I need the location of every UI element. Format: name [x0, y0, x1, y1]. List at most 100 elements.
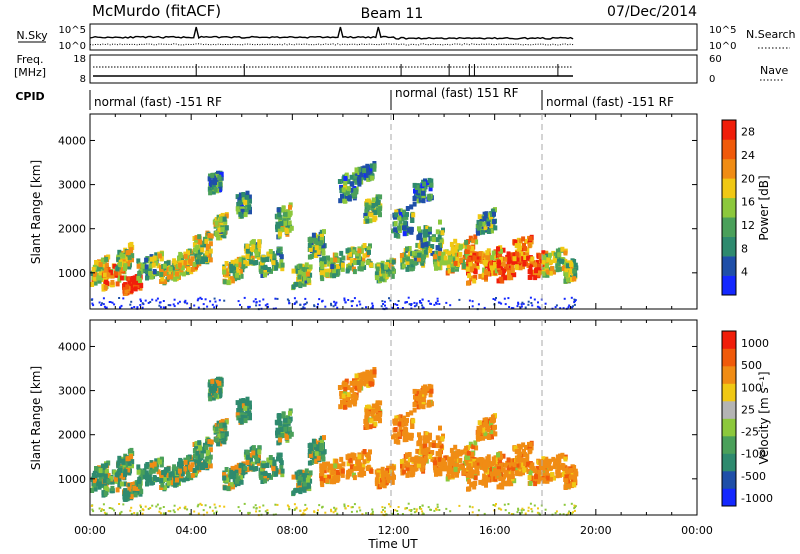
range-cell: [496, 452, 500, 458]
range-cell: [321, 454, 326, 460]
range-cell: [203, 459, 207, 465]
range-cell: [362, 243, 367, 248]
range-cell: [494, 504, 497, 507]
range-cell: [422, 392, 427, 398]
range-cell: [536, 473, 541, 479]
range-cell: [359, 472, 364, 478]
range-cell: [431, 236, 436, 242]
range-cell: [175, 271, 179, 277]
range-cell: [478, 221, 483, 227]
range-cell: [477, 303, 480, 306]
range-cell: [332, 264, 337, 270]
range-cell: [567, 306, 570, 309]
range-cell: [138, 285, 143, 291]
range-cell: [458, 457, 463, 463]
range-cell: [364, 202, 369, 208]
range-cell: [527, 269, 532, 275]
range-cell: [123, 263, 128, 269]
range-cell: [242, 403, 246, 409]
range-cell: [397, 421, 402, 427]
range-cell: [177, 302, 180, 305]
range-cell: [141, 512, 144, 515]
range-cell: [101, 284, 106, 290]
range-cell: [504, 303, 507, 306]
range-cell: [520, 246, 525, 252]
range-cell: [259, 474, 264, 480]
range-cell: [498, 270, 503, 276]
range-cell: [528, 274, 533, 280]
range-cell: [430, 302, 432, 305]
range-cell: [302, 512, 305, 515]
range-cell: [218, 393, 223, 399]
range-cell: [104, 256, 109, 262]
range-cell: [266, 457, 271, 463]
range-cell: [224, 431, 229, 437]
range-cell: [235, 478, 240, 484]
range-cell: [130, 459, 135, 465]
range-cell: [204, 504, 207, 507]
range-cell: [322, 462, 326, 468]
range-cell: [473, 274, 478, 280]
range-cell: [203, 242, 208, 248]
range-cell: [485, 218, 489, 224]
range-cell: [145, 481, 149, 487]
range-cell: [510, 469, 515, 475]
range-cell: [289, 431, 294, 437]
range-cell: [148, 477, 153, 482]
range-cell: [307, 277, 311, 283]
range-cell: [465, 266, 470, 272]
range-cell: [472, 484, 477, 490]
range-cell: [437, 265, 442, 271]
range-cell: [245, 460, 250, 465]
range-cell: [277, 212, 282, 218]
range-cell: [448, 462, 452, 468]
range-cell: [263, 264, 268, 270]
range-cell: [214, 177, 219, 183]
range-cell: [455, 462, 460, 468]
range-cell: [214, 379, 219, 385]
range-cell: [169, 304, 172, 307]
range-cell: [220, 433, 225, 439]
range-cell: [275, 433, 280, 439]
range-cell: [255, 510, 258, 513]
range-cell: [208, 447, 213, 453]
range-cell: [469, 250, 474, 255]
range-cell: [366, 198, 371, 204]
range-cell: [149, 480, 154, 486]
range-cell: [400, 463, 404, 469]
range-cell: [204, 456, 209, 462]
freq-label-2: [MHz]: [14, 66, 46, 79]
range-cell: [139, 474, 144, 480]
range-cell: [517, 303, 520, 305]
range-cell: [411, 456, 416, 462]
range-cell: [215, 510, 218, 513]
range-cell: [177, 262, 182, 268]
range-cell: [196, 299, 199, 302]
range-cell: [274, 503, 277, 506]
range-cell: [192, 242, 197, 248]
range-cell: [318, 298, 321, 301]
range-cell: [247, 511, 250, 514]
range-cell: [503, 256, 508, 262]
range-cell: [229, 276, 234, 282]
range-cell: [405, 412, 410, 417]
range-cell: [481, 221, 486, 227]
range-cell: [412, 388, 417, 394]
range-cell: [278, 246, 283, 252]
range-cell: [265, 463, 270, 468]
range-cell: [295, 474, 300, 480]
range-cell: [368, 243, 372, 249]
range-cell: [449, 447, 454, 453]
range-cell: [485, 461, 490, 467]
range-cell: [325, 478, 330, 484]
range-cell: [506, 270, 511, 276]
range-cell: [343, 505, 346, 508]
range-cell: [510, 513, 513, 516]
range-cell: [390, 472, 395, 478]
range-cell: [433, 460, 438, 466]
range-cell: [496, 263, 501, 269]
range-cell: [364, 166, 369, 171]
range-cell: [178, 459, 183, 465]
range-cell: [409, 435, 414, 441]
range-cell: [190, 462, 195, 468]
